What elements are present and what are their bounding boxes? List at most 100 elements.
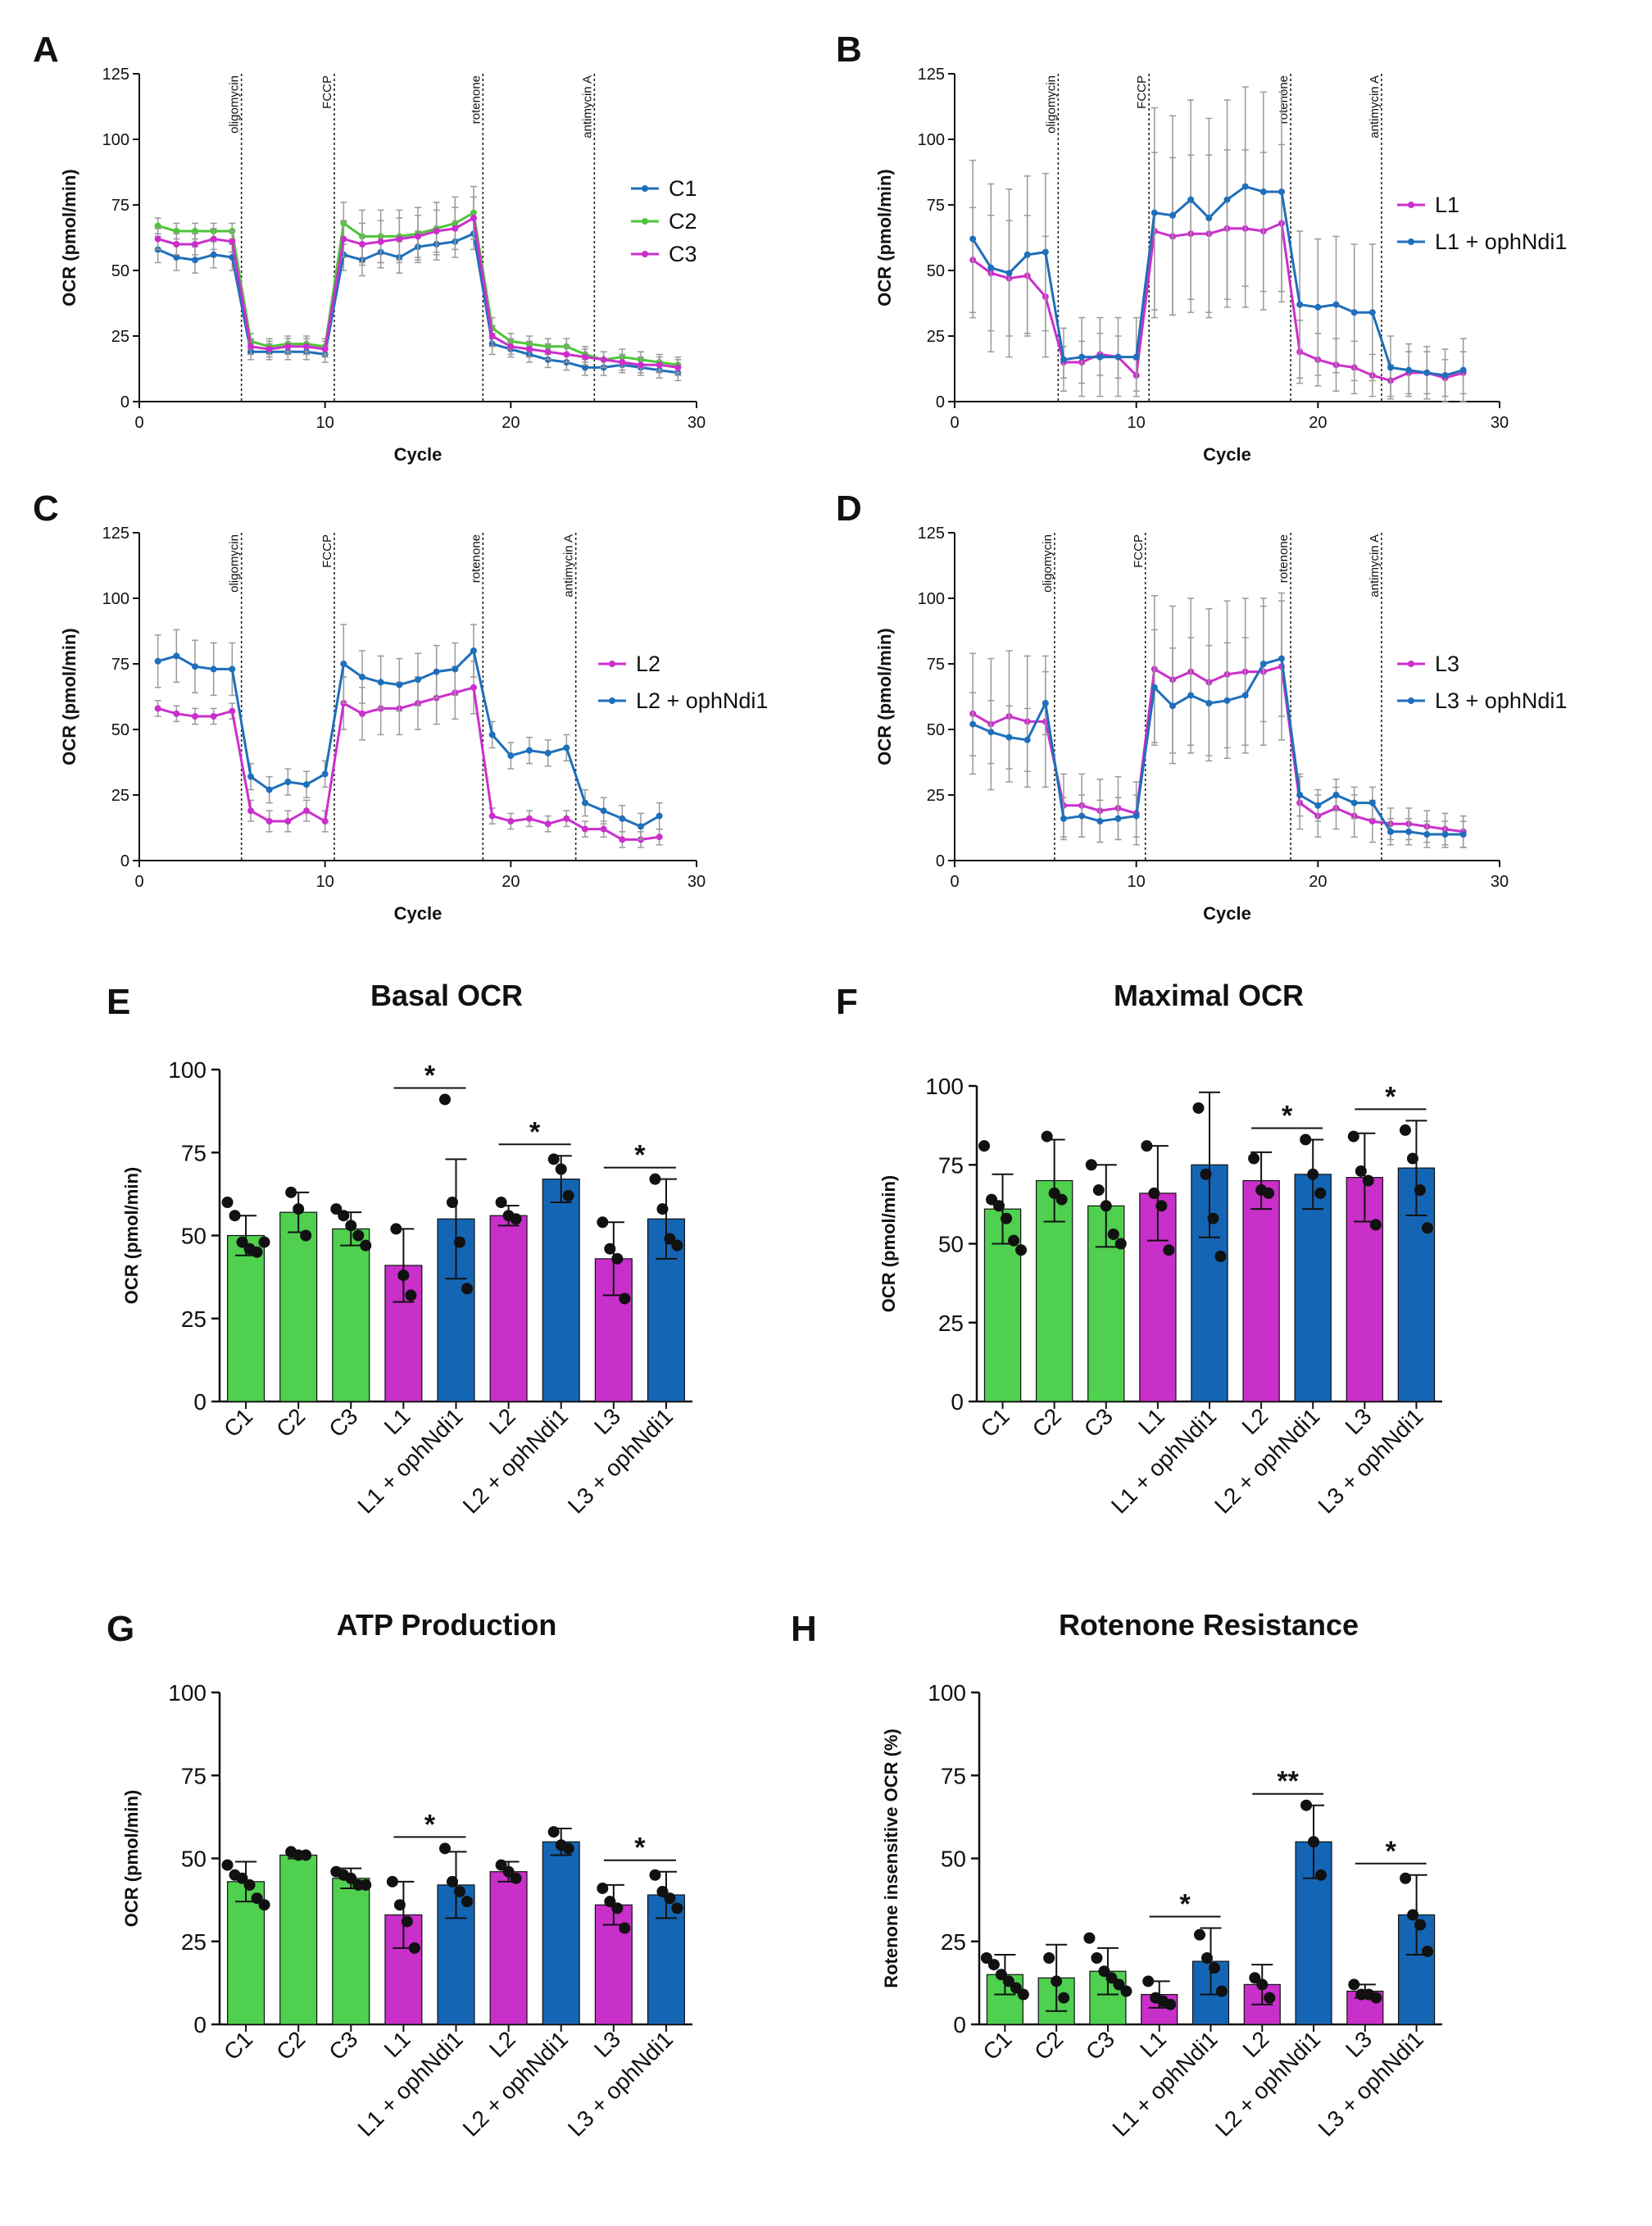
data-point — [229, 666, 236, 673]
injection-label: FCCP — [1132, 534, 1146, 568]
data-point — [433, 228, 440, 234]
data-point — [526, 747, 533, 754]
data-point — [1278, 655, 1285, 662]
bar — [1242, 1179, 1280, 1402]
panel-letter: F — [836, 982, 858, 1022]
panel-letter: B — [836, 30, 862, 70]
y-tick-label: 0 — [951, 1389, 964, 1415]
data-point — [266, 786, 273, 793]
data-point — [1043, 1952, 1055, 1964]
data-point — [154, 222, 161, 229]
data-point — [1041, 1130, 1053, 1143]
significance-label: * — [529, 1116, 541, 1147]
data-point — [980, 1952, 992, 1964]
data-point — [1042, 248, 1049, 256]
data-point — [510, 1213, 522, 1225]
data-point — [1169, 211, 1176, 219]
x-tick-label: 10 — [316, 873, 334, 891]
data-point — [656, 1886, 669, 1897]
data-point — [1459, 831, 1467, 838]
data-point — [604, 1242, 616, 1255]
data-point — [582, 353, 588, 361]
data-point — [1017, 1988, 1029, 2001]
data-point — [1350, 309, 1358, 316]
data-point — [1423, 369, 1431, 376]
panel-c: C 0 25 50 75 100 125 0 10 20 30 Cycle OCR (pmol/min)… — [33, 488, 768, 924]
data-point — [1015, 1244, 1028, 1256]
series-l1-ophndi1 — [969, 86, 1467, 402]
data-point — [452, 666, 459, 673]
y-tick-label: 100 — [102, 590, 129, 608]
data-point — [1441, 372, 1449, 379]
data-point — [1264, 1992, 1276, 2004]
data-point — [266, 346, 273, 352]
data-point — [600, 825, 607, 833]
data-point — [1423, 831, 1431, 838]
data-point — [1314, 1187, 1327, 1199]
data-point — [619, 815, 626, 822]
significance-label: * — [424, 1809, 436, 1840]
y-tick-label: 25 — [927, 787, 945, 805]
data-point — [1370, 1992, 1382, 2004]
data-point — [340, 235, 347, 243]
data-point — [619, 359, 626, 366]
data-point — [544, 348, 551, 356]
data-point — [993, 1200, 1005, 1212]
data-point — [345, 1872, 357, 1884]
y-axis-title: OCR (pmol/min) — [874, 628, 895, 765]
data-point — [600, 356, 607, 363]
data-point — [1085, 1159, 1097, 1171]
injection-label: FCCP — [1135, 75, 1149, 109]
data-point — [1078, 812, 1086, 820]
category-label: L1 — [379, 2026, 415, 2062]
legend-label: L1 — [1435, 193, 1459, 217]
y-tick-label: 100 — [918, 590, 945, 608]
data-point — [1259, 189, 1267, 195]
data-point — [293, 1203, 305, 1215]
data-point — [674, 364, 682, 371]
x-tick-label: 0 — [134, 873, 143, 891]
series-l3 — [969, 592, 1467, 848]
x-tick-label: 0 — [134, 414, 143, 432]
data-point — [1406, 1152, 1418, 1165]
data-point — [1405, 366, 1413, 374]
data-point — [1278, 189, 1285, 195]
data-point — [1008, 1234, 1020, 1247]
data-point — [1042, 700, 1049, 706]
data-point — [236, 1236, 248, 1248]
data-point — [1194, 1928, 1205, 1941]
data-point — [507, 818, 515, 825]
data-point — [1347, 1130, 1359, 1143]
y-tick-label: 125 — [102, 66, 129, 84]
bar — [1139, 1192, 1177, 1402]
y-tick-label: 75 — [938, 1152, 964, 1178]
legend-marker — [609, 697, 615, 704]
data-point — [649, 1869, 661, 1881]
y-axis-title: OCR (pmol/min) — [121, 1167, 142, 1304]
data-point — [1132, 812, 1140, 820]
data-point — [1248, 1152, 1260, 1165]
data-point — [619, 836, 626, 843]
data-point — [1060, 356, 1067, 363]
significance-label: * — [634, 1140, 646, 1171]
y-tick-label: 100 — [928, 1680, 966, 1706]
panel-b: B 0 25 50 75 100 125 0 10 20 30 Cycle OCR (pmol/min)… — [836, 30, 1567, 465]
category-label: C1 — [978, 2026, 1016, 2065]
panel-d: D 0 25 50 75 100 125 0 10 20 30 Cycle OCR (pmol/min)… — [836, 488, 1567, 924]
data-point — [470, 684, 477, 691]
data-point — [1098, 1965, 1110, 1978]
data-point — [258, 1236, 270, 1248]
data-point — [1368, 799, 1376, 806]
data-point — [1241, 183, 1249, 190]
data-point — [461, 1283, 473, 1295]
category-label: C2 — [271, 2026, 310, 2065]
data-point — [547, 1826, 560, 1838]
data-point — [987, 264, 995, 271]
category-label: L1 — [379, 1403, 415, 1439]
legend-marker — [642, 218, 648, 225]
x-axis-title: Cycle — [1203, 444, 1251, 465]
data-point — [352, 1229, 365, 1242]
data-point — [284, 779, 292, 785]
data-point — [1150, 684, 1158, 691]
injection-label: oligomycin — [228, 75, 242, 134]
